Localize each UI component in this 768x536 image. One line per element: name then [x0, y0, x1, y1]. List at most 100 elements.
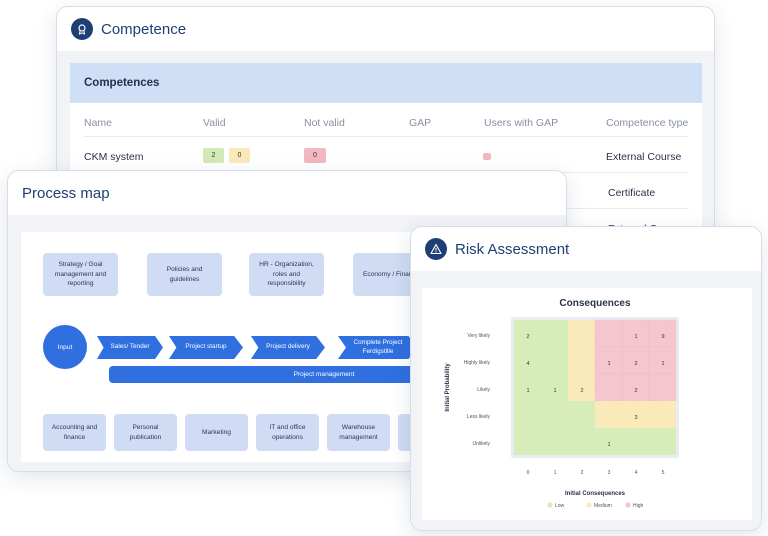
row-type: External Course — [606, 151, 682, 163]
cell-value: 2 — [634, 388, 637, 394]
risk-matrix-chart: Consequences 2 1 9 4 1 2 1 1 1 2 2 3 1 Very likely High… — [445, 298, 679, 509]
matrix-cell-low — [541, 320, 568, 347]
row-divider — [84, 136, 688, 137]
matrix-cell-low — [514, 320, 541, 347]
x-tick-label: 4 — [635, 470, 638, 476]
risk-header: Risk Assessment — [411, 227, 761, 271]
matrix-cell-medium — [568, 347, 595, 374]
process-box-it[interactable]: IT and office operations — [256, 414, 319, 451]
matrix-cell-high — [594, 319, 623, 348]
chart-title: Consequences — [559, 298, 631, 309]
col-header-not-valid[interactable]: Not valid — [304, 117, 345, 129]
matrix-cell-medium — [595, 401, 622, 428]
legend-label: High — [633, 503, 644, 509]
matrix-cell-low — [595, 428, 622, 455]
process-header: Process map — [8, 171, 566, 215]
x-tick-label: 2 — [581, 470, 584, 476]
competence-title: Competence — [101, 20, 187, 38]
cell-value: 4 — [526, 361, 529, 367]
col-header-competence-type[interactable]: Competence type — [606, 117, 689, 129]
cell-value: 3 — [634, 415, 637, 421]
cell-value: 2 — [580, 388, 583, 394]
valid-chip[interactable]: 2 — [203, 148, 224, 163]
process-step-complete[interactable]: Complete Project Ferdigstille — [338, 336, 418, 359]
cell-value: 1 — [661, 361, 664, 367]
matrix-cell-high — [594, 373, 623, 402]
warning-icon — [425, 238, 447, 260]
matrix-cell-high — [648, 346, 677, 375]
process-box-marketing[interactable]: Marketing — [185, 414, 248, 451]
matrix-cell-high — [648, 319, 677, 348]
x-tick-label: 1 — [554, 470, 557, 476]
cell-value: 1 — [526, 388, 529, 394]
award-icon — [71, 18, 93, 40]
process-step-startup[interactable]: Project startup — [169, 336, 243, 359]
matrix-cell-low — [541, 374, 568, 401]
matrix-cell-low — [541, 347, 568, 374]
col-header-users-with-gap[interactable]: Users with GAP — [484, 117, 559, 129]
cell-value: 1 — [607, 361, 610, 367]
legend-label: Medium — [594, 503, 612, 509]
cell-value: 1 — [607, 442, 610, 448]
matrix-cell-high — [621, 319, 650, 348]
process-box-hr[interactable]: HR - Organization, roles and responsibil… — [249, 253, 324, 296]
matrix-cell-low — [541, 401, 568, 428]
cell-value: 1 — [553, 388, 556, 394]
cell-value: 2 — [634, 361, 637, 367]
process-step-sales[interactable]: Sales/ Tender — [97, 336, 163, 359]
matrix-cell-low — [568, 428, 595, 455]
cell-value: 9 — [661, 334, 664, 340]
matrix-cell-low — [514, 374, 541, 401]
y-axis-label: Initial Probability — [445, 363, 451, 412]
matrix-cell-medium — [649, 401, 676, 428]
competences-banner: Competences — [70, 63, 702, 103]
col-header-valid[interactable]: Valid — [203, 117, 226, 129]
matrix-cell-low — [568, 401, 595, 428]
row-name[interactable]: CKM system — [84, 151, 144, 163]
risk-chart-area: Consequences 2 1 9 4 1 2 1 1 1 2 2 3 1 Very likely High… — [422, 288, 752, 520]
matrix-cell-medium — [568, 320, 595, 347]
matrix-cell-high — [621, 346, 650, 375]
risk-body: Consequences 2 1 9 4 1 2 1 1 1 2 2 3 1 Very likely High… — [411, 271, 761, 530]
legend-marker-high — [625, 502, 631, 508]
col-header-gap[interactable]: GAP — [409, 117, 432, 129]
matrix-cell-low — [541, 428, 568, 455]
legend-marker-medium — [586, 502, 592, 508]
matrix-cell-high — [648, 373, 677, 402]
x-axis-label: Initial Consequences — [565, 491, 626, 497]
process-box-policies[interactable]: Policies and guidelines — [147, 253, 222, 296]
not-valid-chip[interactable]: 0 — [304, 148, 326, 163]
legend-label: Low — [555, 503, 565, 509]
matrix-cell-medium — [622, 401, 649, 428]
process-box-accounting[interactable]: Accounting and finance — [43, 414, 106, 451]
risk-title: Risk Assessment — [455, 240, 570, 258]
x-tick-label: 3 — [608, 470, 611, 476]
matrix-cell-low — [514, 428, 541, 455]
row-type: Certificate — [608, 187, 656, 199]
matrix-cell-low — [514, 401, 541, 428]
cell-value: 1 — [634, 334, 637, 340]
cell-value: 2 — [526, 334, 529, 340]
process-step-delivery[interactable]: Project delivery — [251, 336, 325, 359]
process-box-personal[interactable]: Personal publication — [114, 414, 177, 451]
users-gap-marker[interactable] — [483, 153, 491, 160]
process-input[interactable]: Input — [43, 325, 87, 369]
matrix-cell-high — [621, 373, 650, 402]
y-tick-label: Unlikely — [472, 441, 490, 447]
y-tick-label: Less likely — [467, 414, 491, 420]
valid-expiring-chip[interactable]: 0 — [229, 148, 250, 163]
x-tick-label: 0 — [527, 470, 530, 476]
risk-assessment-panel: Risk Assessment Consequences 2 1 9 4 1 2 1 1 1 2 2 3… — [410, 226, 762, 531]
matrix-cell-low — [514, 347, 541, 374]
y-tick-label: Very likely — [467, 333, 490, 339]
col-header-name[interactable]: Name — [84, 117, 113, 129]
process-box-warehouse[interactable]: Warehouse management — [327, 414, 390, 451]
competence-header: Competence — [57, 7, 714, 51]
matrix-cell-low — [649, 428, 676, 455]
process-box-strategy[interactable]: Strategy / Goal management and reporting — [43, 253, 118, 296]
legend-marker-low — [547, 502, 553, 508]
y-tick-label: Highly likely — [464, 360, 491, 366]
x-tick-label: 5 — [662, 470, 665, 476]
matrix-cell-low — [622, 428, 649, 455]
matrix-cell-medium — [568, 374, 595, 401]
